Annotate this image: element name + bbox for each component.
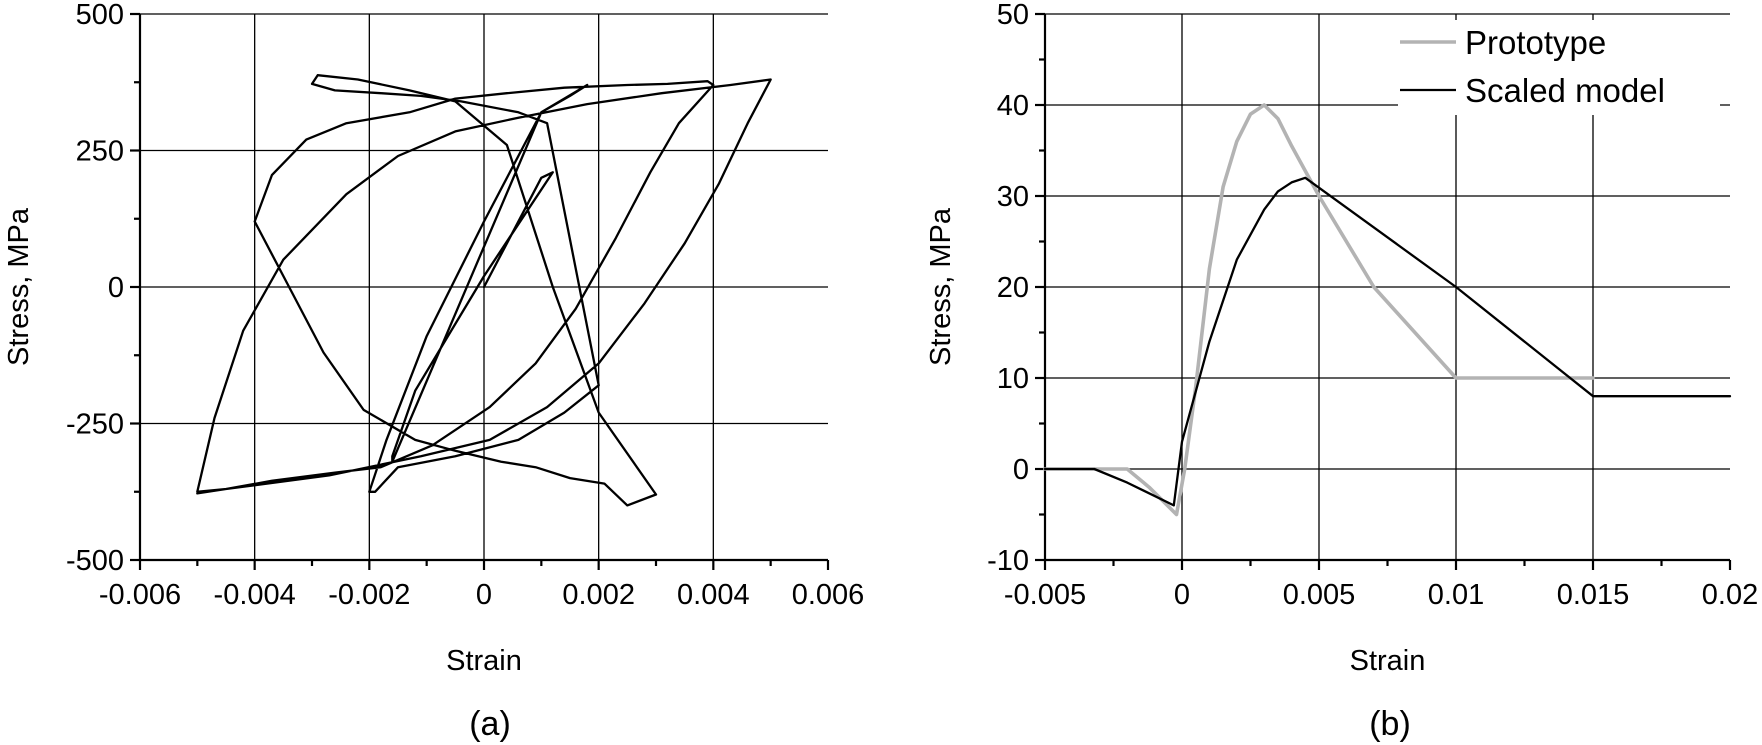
y-tick-label: 0 xyxy=(108,272,124,304)
x-tick-label: 0.004 xyxy=(677,579,750,611)
x-tick-label: 0.01 xyxy=(1428,579,1484,611)
x-tick-label: 0.02 xyxy=(1702,579,1758,611)
chart-panel-b: -10 0 10 20 30 40 50 -0.005 0 0.005 0.01 0.015 0.02 S… xyxy=(925,0,1758,743)
x-axis-label: Strain xyxy=(446,645,522,677)
x-tick-label: 0 xyxy=(476,579,492,611)
x-axis-label: Strain xyxy=(1350,645,1426,677)
x-tick-label: 0.006 xyxy=(792,579,865,611)
x-tick-label: 0 xyxy=(1174,579,1190,611)
series-line-2 xyxy=(1043,176,1732,507)
y-axis-label: Stress, MPa xyxy=(3,207,35,366)
x-tick-label: -0.002 xyxy=(328,579,410,611)
y-tick-label: 20 xyxy=(997,272,1029,304)
y-tick-label: -250 xyxy=(66,409,124,441)
y-tick-label: 30 xyxy=(997,181,1029,213)
legend-entry-label: Prototype xyxy=(1465,24,1606,61)
y-tick-label: -10 xyxy=(987,545,1029,577)
y-axis-label: Stress, MPa xyxy=(925,207,957,366)
y-tick-label: 250 xyxy=(76,136,124,168)
x-tick-label: -0.004 xyxy=(214,579,296,611)
x-tick-label: -0.006 xyxy=(99,579,181,611)
x-tick-label: 0.015 xyxy=(1557,579,1630,611)
legend: Prototype Scaled model xyxy=(1398,20,1720,115)
series-line-1 xyxy=(1043,103,1595,517)
y-tick-label: 0 xyxy=(1013,454,1029,486)
panel-label: (b) xyxy=(1369,705,1411,743)
x-tick-label: 0.005 xyxy=(1283,579,1356,611)
y-tick-label: 50 xyxy=(997,0,1029,31)
y-tick-label: 40 xyxy=(997,90,1029,122)
panel-label: (a) xyxy=(469,705,511,743)
chart-panel-a: -500 -250 0 250 500 -0.006 -0.004 -0.002 0 0.002 0… xyxy=(3,0,864,743)
y-tick-label: 500 xyxy=(76,0,124,31)
y-tick-label: 10 xyxy=(997,363,1029,395)
legend-entry-label: Scaled model xyxy=(1465,72,1665,109)
legend-background xyxy=(1398,20,1720,115)
y-tick-label: -500 xyxy=(66,545,124,577)
x-tick-label: 0.002 xyxy=(562,579,635,611)
series-line-1 xyxy=(196,74,772,507)
x-tick-label: -0.005 xyxy=(1004,579,1086,611)
